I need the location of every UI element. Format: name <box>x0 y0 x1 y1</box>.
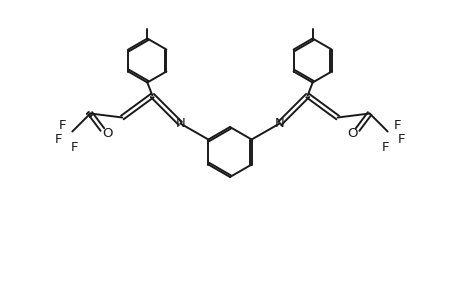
Text: F: F <box>55 133 62 146</box>
Text: N: N <box>274 117 284 130</box>
Text: O: O <box>347 127 357 140</box>
Text: F: F <box>397 133 404 146</box>
Text: F: F <box>381 141 389 154</box>
Text: F: F <box>58 119 66 132</box>
Text: N: N <box>175 117 185 130</box>
Text: O: O <box>102 127 112 140</box>
Text: F: F <box>393 119 401 132</box>
Text: F: F <box>70 141 78 154</box>
